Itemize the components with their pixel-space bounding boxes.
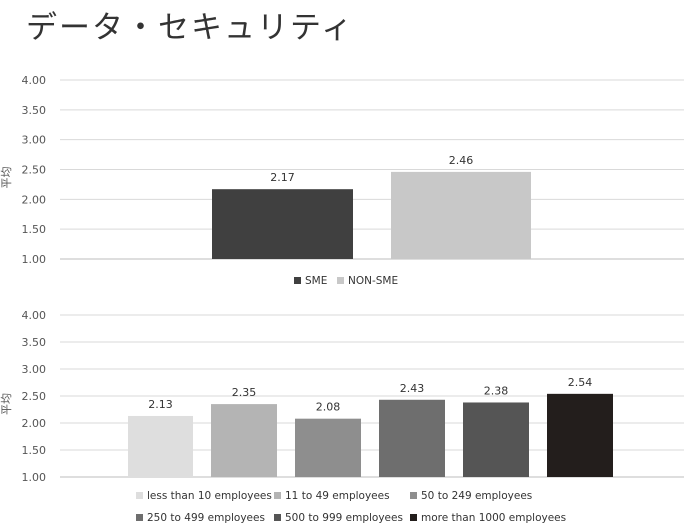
y-tick-label: 2.00 xyxy=(22,417,47,430)
data-label: 2.08 xyxy=(316,401,341,414)
y-tick-label: 2.50 xyxy=(22,390,47,403)
legend-swatch xyxy=(410,492,417,499)
legend-label: more than 1000 employees xyxy=(421,512,566,524)
y-tick-label: 3.50 xyxy=(22,336,47,349)
bar xyxy=(463,402,529,477)
bar xyxy=(547,393,613,477)
y-axis-label: 平均 xyxy=(0,167,13,189)
y-tick-label: 3.00 xyxy=(22,363,47,376)
bar xyxy=(379,399,445,477)
legend-swatch xyxy=(136,514,143,521)
data-label: 2.43 xyxy=(400,382,425,395)
y-tick-label: 1.50 xyxy=(22,444,47,457)
data-label: 2.13 xyxy=(148,398,173,411)
legend-swatch xyxy=(410,514,417,521)
data-label: 2.35 xyxy=(232,386,257,399)
bar xyxy=(391,171,531,259)
legend-label: 11 to 49 employees xyxy=(285,490,390,502)
data-label: 2.54 xyxy=(568,376,593,389)
legend-label: NON-SME xyxy=(348,275,398,287)
y-tick-label: 4.00 xyxy=(22,309,47,322)
data-label: 2.17 xyxy=(270,171,295,184)
y-axis-label: 平均 xyxy=(0,393,13,415)
y-tick-label: 4.00 xyxy=(22,74,47,87)
legend-swatch xyxy=(337,277,344,284)
bar xyxy=(295,418,361,477)
bar xyxy=(212,189,353,259)
bar xyxy=(128,415,193,477)
legend-label: less than 10 employees xyxy=(147,490,272,502)
y-tick-label: 1.00 xyxy=(22,253,47,266)
legend-swatch xyxy=(136,492,143,499)
legend-label: 500 to 999 employees xyxy=(285,512,403,524)
y-tick-label: 3.00 xyxy=(22,134,47,147)
legend-swatch xyxy=(274,514,281,521)
bar xyxy=(211,404,277,477)
y-tick-label: 2.50 xyxy=(22,164,47,177)
legend-swatch xyxy=(274,492,281,499)
y-tick-label: 2.00 xyxy=(22,193,47,206)
chart-company-size: 1.00 1.50 2.00 2.50 3.00 3.50 4.00 平均 2.13 2.35 2.… xyxy=(0,309,684,524)
legend-label: 250 to 499 employees xyxy=(147,512,265,524)
page-title: データ・セキュリティ xyxy=(26,10,355,46)
y-tick-label: 1.50 xyxy=(22,223,47,236)
y-tick-label: 1.00 xyxy=(22,471,47,484)
data-label: 2.46 xyxy=(449,154,474,167)
legend-label: SME xyxy=(305,275,327,287)
data-label: 2.38 xyxy=(484,384,509,397)
chart-sme-comparison: 1.00 1.50 2.00 2.50 3.00 3.50 4.00 平均 2.17 2.46 SM… xyxy=(0,74,684,287)
y-tick-label: 3.50 xyxy=(22,104,47,117)
legend-swatch xyxy=(294,277,301,284)
legend-label: 50 to 249 employees xyxy=(421,490,532,502)
